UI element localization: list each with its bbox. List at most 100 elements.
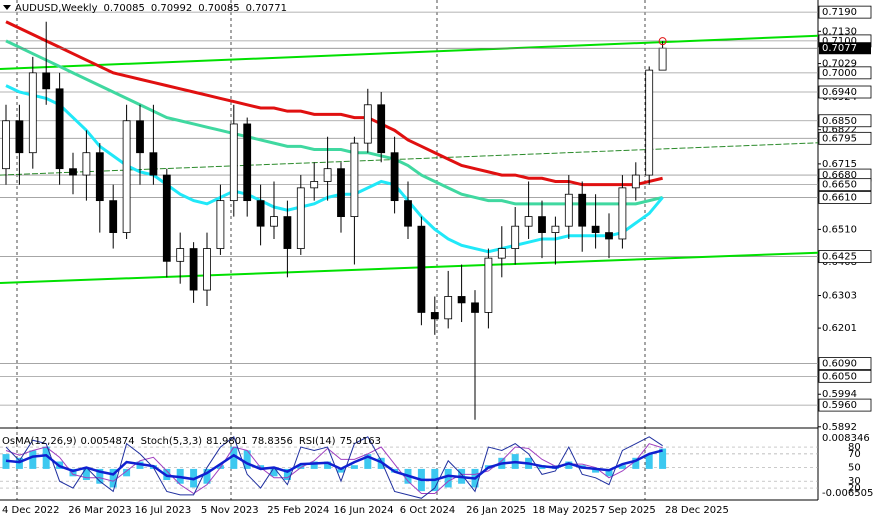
osma-bar [324,461,332,469]
level-label: 0.5960 [822,400,857,411]
level-label-box [818,131,872,145]
level-label: 0.6425 [822,252,857,263]
indicator-level-label: 20 [848,483,861,494]
x-tick-label: 4 Dec 2022 [2,505,60,516]
indicator-header-part: RSI(14) [299,436,336,447]
level-label: 0.7000 [822,68,857,79]
candle-body [323,168,332,182]
level-label: 0.6795 [822,133,857,144]
x-tick-label: 7 Sep 2025 [599,505,656,516]
indicator-level-label: 50 [848,463,861,474]
stoch_signal-line [5,443,663,495]
candle-body [404,200,412,227]
candle-body [337,168,345,218]
y-tick-label: 0.6201 [822,323,857,334]
osma-bar [283,468,291,481]
indicator-header-part: OsMA(12,26,9) [2,436,77,447]
candle-body [203,248,211,291]
y-tick-label: 0.5892 [822,422,857,433]
level-label: 0.6650 [822,180,857,191]
level-label-box [818,85,872,99]
osma-bar [565,461,573,469]
candle-body [578,193,587,227]
trendline [0,251,819,285]
header-value: AUDUSD,Weekly [15,3,98,14]
level-label-box [818,66,872,80]
candle-body [109,200,118,233]
level-label-box [818,191,872,204]
x-tick-label: 25 Feb 2024 [267,505,329,516]
y-tick-label: 0.6715 [822,159,857,170]
osma-bar [310,461,318,469]
indicator-header-part: 78.8356 [251,436,292,447]
candle-body [377,104,386,154]
osma-bar [243,450,251,469]
level-label: 0.6050 [822,371,857,382]
indicator-header-part: Stoch(5,3,3) [141,436,203,447]
candle-body [229,123,238,202]
osma-bar [15,457,23,469]
candle-body [645,69,654,176]
header-value: 0.70771 [246,3,287,14]
y-tick-label: 0.6822 [822,125,857,136]
osma-bar [444,468,452,488]
osma-bar [605,468,613,477]
candle-body [551,225,560,233]
level-label-box [818,357,872,370]
indicator-header-part: 81.9801 [206,436,247,447]
x-tick-label: 16 Jun 2024 [334,505,394,516]
y-tick-label: 0.7130 [822,26,857,37]
candle-body [631,174,640,189]
candle-body [82,152,91,176]
candle-body [310,181,319,189]
osma-bar [270,468,278,477]
level-label: 0.6940 [822,87,857,98]
x-tick-label: 18 May 2025 [532,505,597,516]
indicator-header: OsMA(12,26,9) 0.0054874 Stoch(5,3,3) 81.980… [2,436,381,447]
osma-bar [203,468,211,484]
rsi-line [5,449,663,482]
osma-bar [645,454,653,469]
candle-body [457,296,466,304]
level-label-box [818,114,872,128]
y-tick-label: 0.5994 [822,389,857,400]
candle-body [149,152,158,176]
candle-body [243,123,252,202]
indicator-header-part: 0.0054874 [81,436,135,447]
osma-bar [592,468,600,473]
indicator-header-part: 75.0163 [340,436,381,447]
candle-body [591,225,600,233]
candle-body [430,312,439,320]
candle-body [95,152,104,202]
candle-body [55,88,64,170]
level-label-box [818,250,872,263]
candle-body [296,187,305,249]
candle-body [256,200,265,227]
y-tick-label: 0.6303 [822,291,857,302]
candle-body [417,225,426,313]
candle-body [28,72,37,154]
menu-icon [3,5,11,10]
level-label-box [818,398,872,412]
osma-bar [350,465,358,469]
candle-body [524,216,533,227]
last-price-box [819,42,871,55]
moving-average [5,39,663,206]
level-label: 0.6680 [822,170,857,181]
osma-bar [632,457,640,469]
x-tick-label: 5 Nov 2023 [201,505,259,516]
candle-body [270,216,278,227]
candle-body [2,120,10,170]
candle-body [162,174,171,262]
x-tick-label: 16 Jul 2023 [135,505,192,516]
osma-bar [96,468,104,484]
osma-bar [230,446,238,469]
x-tick-label: 6 Oct 2024 [400,505,455,516]
y-tick-label: 0.7029 [822,59,857,70]
candle-body [497,248,506,259]
osma-tick-label: 0.008346 [822,433,870,444]
candle-body [15,120,24,154]
candle-body [390,152,399,202]
